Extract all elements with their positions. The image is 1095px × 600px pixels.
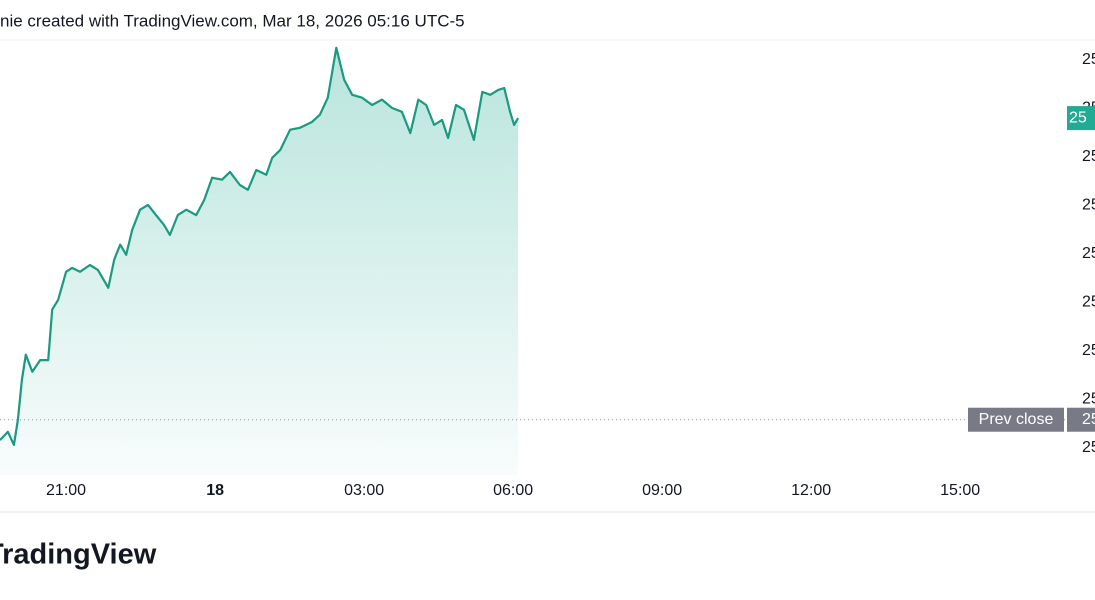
y-tick-label: 25 xyxy=(1082,148,1095,165)
prev-close-name: Prev close xyxy=(979,411,1054,428)
y-tick-label: 25 xyxy=(1082,391,1095,408)
x-tick-label: 03:00 xyxy=(344,482,384,499)
prev-close-price: 25 xyxy=(1082,411,1095,428)
y-tick-label: 25 xyxy=(1082,197,1095,214)
x-tick-label: 18 xyxy=(206,482,224,499)
header-text: nie created with TradingView.com, Mar 18… xyxy=(0,11,465,30)
area-fill xyxy=(0,47,519,476)
last-price-label: 25 xyxy=(1069,109,1087,126)
x-tick-label: 06:00 xyxy=(493,482,533,499)
x-tick-label: 09:00 xyxy=(642,482,682,499)
y-tick-label: 25 xyxy=(1082,294,1095,311)
y-tick-label: 25 xyxy=(1082,439,1095,456)
brand-logo: TradingView xyxy=(0,539,157,571)
y-tick-label: 25 xyxy=(1082,51,1095,68)
prev-close-badge xyxy=(1067,407,1095,432)
last-price-badge xyxy=(1067,106,1095,131)
x-tick-label: 15:00 xyxy=(940,482,980,499)
x-tick-label: 21:00 xyxy=(46,482,86,499)
y-tick-label: 25 xyxy=(1082,245,1095,262)
y-tick-label: 25 xyxy=(1082,342,1095,359)
price-line xyxy=(0,46,520,446)
prev-close-tag xyxy=(968,407,1064,432)
x-tick-label: 12:00 xyxy=(791,482,831,499)
